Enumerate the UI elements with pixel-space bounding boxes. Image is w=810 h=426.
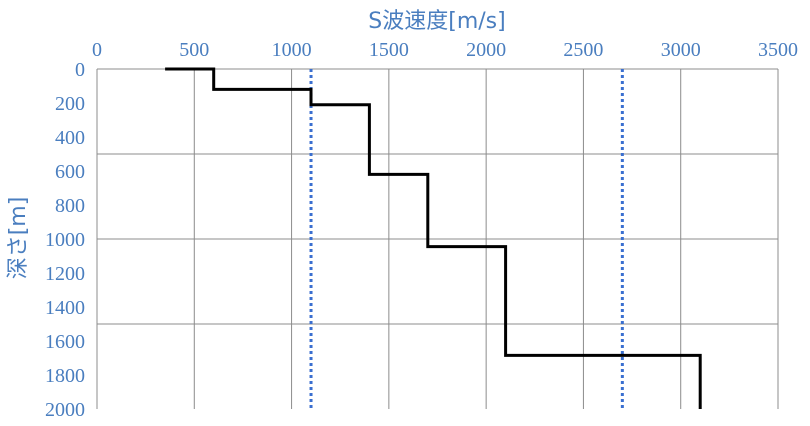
x-tick-label-3000: 3000 xyxy=(661,39,701,61)
y-tick-label-200: 200 xyxy=(55,93,85,115)
y-tick-label-800: 800 xyxy=(55,195,85,217)
velocity-step-line-0 xyxy=(165,67,702,409)
x-tick-labels: 0 500 1000 1500 2000 2500 3000 3500 xyxy=(92,39,798,61)
y-tick-labels: 0 200 400 600 800 1000 1200 1400 1600 1800 2000 xyxy=(45,59,85,421)
x-tick-label-3500: 3500 xyxy=(758,39,798,61)
y-tick-label-1600: 1600 xyxy=(45,331,85,353)
y-tick-label-1800: 1800 xyxy=(45,365,85,387)
y-tick-label-0: 0 xyxy=(75,59,85,81)
x-tick-label-0: 0 xyxy=(92,39,102,61)
x-tick-label-1000: 1000 xyxy=(272,39,312,61)
y-tick-label-400: 400 xyxy=(55,127,85,149)
x-tick-label-2000: 2000 xyxy=(466,39,506,61)
velocity-profile xyxy=(165,67,702,409)
y-axis-title: 深さ[m] xyxy=(6,197,31,280)
x-tick-label-1500: 1500 xyxy=(369,39,409,61)
y-tick-label-2000: 2000 xyxy=(45,399,85,421)
y-tick-label-1000: 1000 xyxy=(45,229,85,251)
x-axis-title: S波速度[m/s] xyxy=(368,9,505,34)
x-tick-label-500: 500 xyxy=(179,39,209,61)
gridlines xyxy=(96,68,779,409)
y-tick-label-1400: 1400 xyxy=(45,297,85,319)
reference-lines xyxy=(309,69,624,409)
y-tick-label-1200: 1200 xyxy=(45,263,85,285)
y-tick-label-600: 600 xyxy=(55,161,85,183)
x-tick-label-2500: 2500 xyxy=(563,39,603,61)
